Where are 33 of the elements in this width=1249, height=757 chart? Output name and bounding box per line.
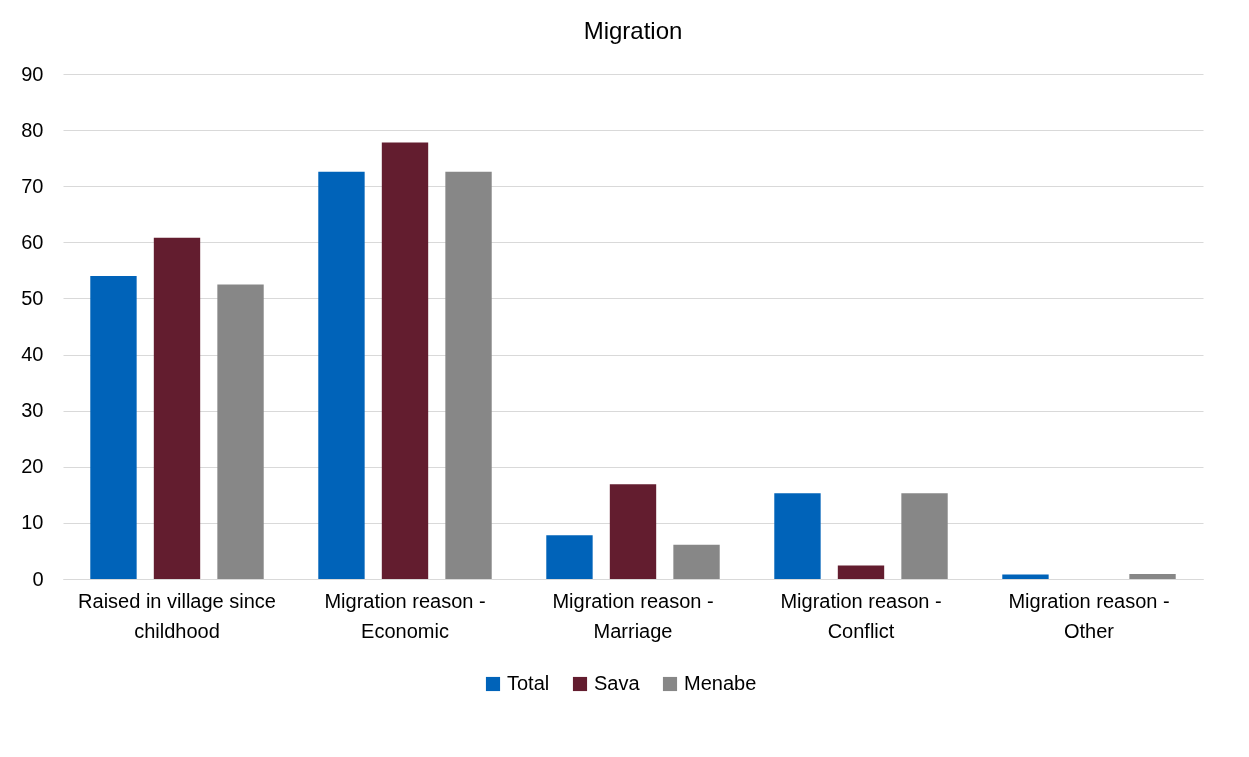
y-tick-label: 40 bbox=[21, 343, 44, 366]
x-tick-label: Raised in village since childhood bbox=[78, 589, 276, 642]
y-tick-label: 30 bbox=[21, 399, 44, 422]
bar bbox=[901, 493, 948, 579]
y-tick-label: 50 bbox=[21, 286, 44, 309]
y-tick-label: 90 bbox=[21, 62, 44, 85]
y-tick-label: 80 bbox=[21, 118, 44, 141]
bar bbox=[381, 142, 429, 579]
x-tick-label: Migration reason - Conflict bbox=[780, 589, 942, 642]
y-tick-label: 20 bbox=[21, 455, 44, 478]
y-tick-label: 70 bbox=[21, 174, 44, 197]
bar bbox=[217, 284, 264, 579]
legend-label: Menabe bbox=[684, 672, 757, 694]
chart-title: Migration bbox=[583, 17, 683, 44]
y-tick-label: 0 bbox=[32, 567, 44, 590]
y-tick-label: 10 bbox=[21, 511, 44, 534]
bar bbox=[90, 276, 137, 579]
bar bbox=[774, 493, 821, 579]
x-tick-label: Migration reason - Economic bbox=[324, 589, 486, 642]
x-tick-label: Migration reason - Other bbox=[1008, 589, 1170, 642]
legend-label: Total bbox=[507, 672, 550, 694]
bar bbox=[546, 535, 593, 579]
x-tick-label: Migration reason - Marriage bbox=[552, 589, 714, 642]
bar bbox=[445, 171, 492, 579]
bar bbox=[609, 484, 657, 579]
y-tick-label: 60 bbox=[21, 230, 44, 253]
bar bbox=[1002, 574, 1049, 579]
bar bbox=[1129, 573, 1176, 579]
legend-label: Sava bbox=[594, 672, 641, 694]
bar bbox=[837, 565, 885, 579]
bar bbox=[153, 237, 201, 579]
bar bbox=[318, 171, 365, 579]
bar bbox=[673, 544, 720, 579]
